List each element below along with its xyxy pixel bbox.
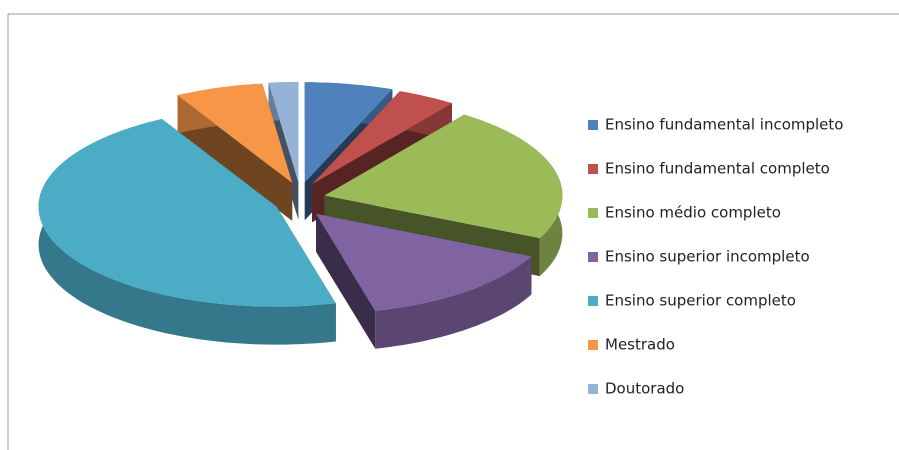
legend-label: Ensino superior incompleto: [605, 248, 810, 266]
slice: [177, 83, 293, 183]
legend-swatch: [588, 208, 598, 218]
slice-side: [316, 213, 376, 349]
legend: Ensino fundamental incompleto Ensino fund…: [588, 116, 843, 398]
slice: [312, 91, 452, 185]
slice: [268, 82, 299, 182]
legend-swatch: [588, 384, 598, 394]
slice: [38, 119, 336, 307]
slice: [316, 213, 532, 311]
legend-label: Ensino fundamental completo: [605, 160, 830, 178]
slice: [324, 114, 563, 239]
legend-swatch: [588, 340, 598, 350]
slice: [304, 82, 393, 183]
legend-swatch: [588, 120, 598, 130]
pie: [38, 82, 563, 349]
legend-swatch: [588, 296, 598, 306]
legend-label: Mestrado: [605, 336, 675, 354]
legend-label: Ensino médio completo: [605, 204, 781, 222]
slice-wall: [375, 256, 532, 349]
legend-swatch: [588, 252, 598, 262]
legend-label: Ensino fundamental incompleto: [605, 116, 843, 134]
slice-wall: [38, 119, 336, 345]
legend-label: Doutorado: [605, 380, 684, 398]
legend-label: Ensino superior completo: [605, 292, 796, 310]
legend-swatch: [588, 164, 598, 174]
